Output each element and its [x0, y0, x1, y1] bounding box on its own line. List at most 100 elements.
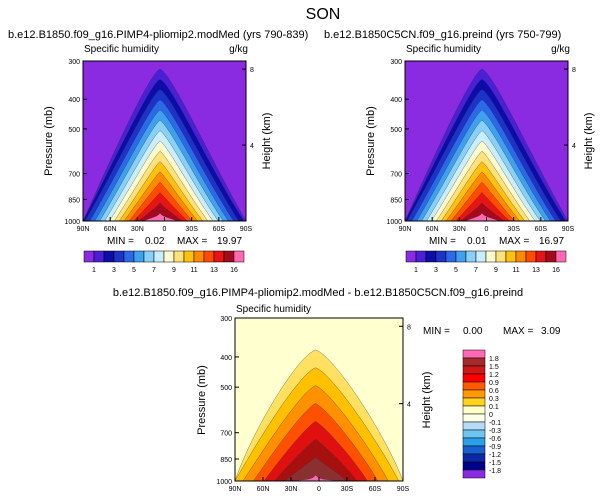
- panel-2-title: b.e12.B1850C5CN.f09_g16.preind (yrs 750-…: [324, 29, 561, 41]
- y-tick-label: 300: [390, 59, 402, 66]
- colorbar-label: 5: [132, 267, 136, 274]
- panel-3-title: b.e12.B1850.f09_g16.PIMP4-pliomip2.modMe…: [113, 287, 523, 299]
- colorbar-label: 3: [112, 267, 116, 274]
- panel-3-max-value: 3.09: [541, 326, 561, 337]
- y-tick-label: 1000: [216, 479, 232, 486]
- x-tick-label: 60S: [535, 226, 548, 233]
- colorbar-swatch: [445, 250, 457, 263]
- panel-3-colorbar: 1.81.51.20.90.60.30.10-0.1-0.3-0.6-0.9-1…: [462, 349, 501, 479]
- colorbar-label: 9: [494, 267, 498, 274]
- colorbar-swatch: [83, 250, 95, 263]
- colorbar-swatch: [462, 349, 486, 359]
- colorbar-swatch: [462, 445, 486, 455]
- colorbar-swatch: [123, 250, 135, 263]
- panel-1-title: b.e12.B1850.f09_g16.PIMP4-pliomip2.modMe…: [8, 29, 308, 41]
- colorbar-swatch: [233, 250, 245, 263]
- colorbar-label: 0.6: [489, 388, 499, 395]
- panel-1-ylabel-right: Height (km): [261, 113, 273, 170]
- colorbar-swatch: [475, 250, 487, 263]
- y-tick-label: 400: [220, 355, 232, 362]
- panel-2-max-value: 16.97: [539, 236, 564, 247]
- panel-3-ylabel-right: Height (km): [421, 372, 433, 429]
- colorbar-label: 5: [454, 267, 458, 274]
- colorbar-swatch: [455, 250, 467, 263]
- height-tick-label: 8: [407, 324, 411, 331]
- panel-2-min-value: 0.01: [467, 236, 487, 247]
- panel-2-subtitle: Specific humidity: [406, 44, 481, 55]
- height-tick-label: 8: [572, 67, 576, 74]
- y-tick-label: 500: [220, 385, 232, 392]
- x-tick-label: 60S: [369, 486, 382, 493]
- contour-band: [138, 202, 183, 222]
- colorbar-swatch: [485, 250, 497, 263]
- colorbar-swatch: [462, 413, 486, 423]
- colorbar-swatch: [103, 250, 115, 263]
- colorbar-swatch: [495, 250, 507, 263]
- colorbar-swatch: [462, 389, 486, 399]
- y-tick-label: 700: [390, 172, 402, 179]
- panel-1-max-value: 19.97: [217, 236, 242, 247]
- colorbar-label: -1.2: [489, 452, 501, 459]
- x-tick-label: 90N: [399, 226, 412, 233]
- panel-1-ylabel: Pressure (mb): [43, 106, 55, 176]
- colorbar-label: 7: [474, 267, 478, 274]
- colorbar-swatch: [213, 250, 225, 263]
- x-tick-label: 30S: [185, 226, 198, 233]
- colorbar-label: 1.8: [489, 356, 499, 363]
- colorbar-swatch: [143, 250, 155, 263]
- colorbar-swatch: [462, 437, 486, 447]
- x-tick-label: 30N: [285, 486, 298, 493]
- colorbar-swatch: [462, 429, 486, 439]
- x-tick-label: 0: [163, 226, 167, 233]
- panel-2: b.e12.B1850C5CN.f09_g16.preind (yrs 750-…: [324, 29, 595, 274]
- colorbar-swatch: [425, 250, 437, 263]
- height-tick-label: 4: [572, 143, 576, 150]
- panel-2-ylabel-right: Height (km): [583, 113, 595, 170]
- panel-3: b.e12.B1850.f09_g16.PIMP4-pliomip2.modMe…: [113, 287, 561, 493]
- contour-band: [465, 212, 500, 222]
- panel-2-axes: 90N 60N 30N 0 30S 60S 90S 300 400 500 700 850 1000 8 4: [386, 59, 576, 233]
- colorbar-swatch: [462, 405, 486, 415]
- colorbar-swatch: [183, 250, 195, 263]
- panel-2-contours: [404, 61, 569, 222]
- colorbar-label: -1.5: [489, 460, 501, 467]
- x-tick-label: 90S: [240, 226, 253, 233]
- colorbar-label: 1.2: [489, 372, 499, 379]
- y-tick-label: 400: [68, 97, 80, 104]
- y-tick-label: 700: [220, 431, 232, 438]
- colorbar-label: 13: [532, 267, 540, 274]
- panel-3-min-label: MIN =: [423, 326, 450, 337]
- colorbar-swatch: [555, 250, 567, 263]
- x-tick-label: 30N: [453, 226, 466, 233]
- panel-2-max-label: MAX =: [499, 236, 529, 247]
- colorbar-swatch: [153, 250, 165, 263]
- y-tick-label: 850: [220, 457, 232, 464]
- contour-band: [460, 202, 505, 222]
- colorbar-label: 3: [434, 267, 438, 274]
- panel-1-min-label: MIN =: [107, 236, 134, 247]
- x-tick-label: 90N: [229, 486, 242, 493]
- colorbar-label: -0.1: [489, 420, 501, 427]
- x-tick-label: 30S: [341, 486, 354, 493]
- panel-2-ylabel: Pressure (mb): [365, 106, 377, 176]
- colorbar-label: 11: [190, 267, 197, 274]
- y-tick-label: 1000: [64, 219, 80, 226]
- panel-3-subtitle: Specific humidity: [236, 304, 311, 315]
- panel-1-subtitle: Specific humidity: [84, 44, 159, 55]
- panel-3-max-label: MAX =: [503, 326, 533, 337]
- colorbar-swatch: [462, 461, 486, 471]
- colorbar-swatch: [462, 365, 486, 375]
- colorbar-label: 1.5: [489, 364, 499, 371]
- colorbar-label: 7: [152, 267, 156, 274]
- colorbar-swatch: [405, 250, 417, 263]
- colorbar-swatch: [462, 397, 486, 407]
- colorbar-label: -0.3: [489, 428, 501, 435]
- colorbar-label: -0.9: [489, 444, 501, 451]
- x-tick-label: 90N: [77, 226, 90, 233]
- y-tick-label: 400: [390, 97, 402, 104]
- colorbar-label: 1: [414, 267, 418, 274]
- colorbar-label: -0.6: [489, 436, 501, 443]
- panel-1-axes: 90N 60N 30N 0 30S 60S 90S 300 400 500 700 850 1000 8 4: [64, 59, 254, 233]
- y-tick-label: 700: [68, 172, 80, 179]
